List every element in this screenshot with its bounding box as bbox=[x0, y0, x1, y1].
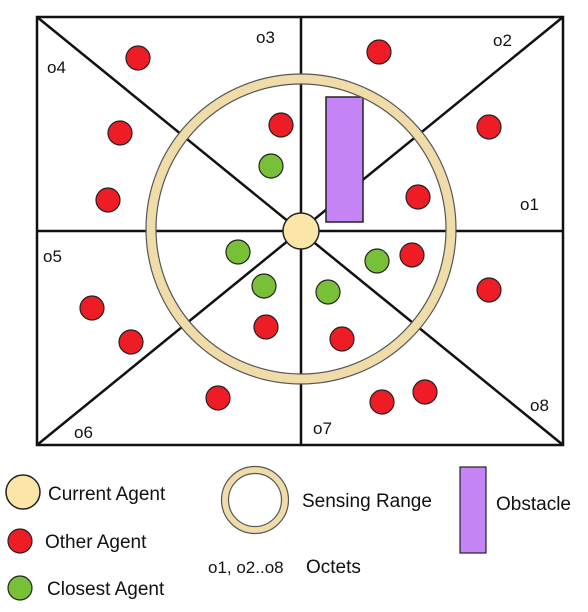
closest-agent bbox=[364, 248, 390, 274]
current-agent bbox=[282, 212, 320, 250]
legend-sensing-range-swatch bbox=[222, 467, 288, 533]
other-agent bbox=[405, 184, 431, 210]
legend-sensing-range-outline-inner bbox=[227, 472, 283, 528]
other-agent bbox=[476, 277, 502, 303]
octet-label-o4: o4 bbox=[47, 58, 66, 77]
other-agent bbox=[107, 120, 133, 146]
other-agent bbox=[329, 326, 355, 352]
other-agent bbox=[118, 329, 144, 355]
legend-current-agent-swatch bbox=[5, 474, 41, 510]
legend-closest-agent-label: Closest Agent bbox=[47, 579, 165, 600]
legend-item-sensing-range: Sensing Range bbox=[220, 465, 432, 535]
legend: Current Agent Other Agent Closest Agent … bbox=[5, 465, 571, 601]
legend-item-obstacle: Obstacle bbox=[459, 466, 571, 554]
sensing-range-ring-outline-inner bbox=[155, 83, 447, 375]
other-agent bbox=[366, 39, 392, 65]
legend-closest-agent-swatch bbox=[7, 575, 33, 601]
octet-labels: o1 o2 o3 o4 o5 o6 o7 o8 bbox=[43, 28, 549, 442]
legend-octets-key: o1, o2..o8 bbox=[208, 558, 284, 577]
legend-item-closest-agent: Closest Agent bbox=[7, 575, 165, 601]
octet-label-o6: o6 bbox=[74, 423, 93, 442]
legend-current-agent-label: Current Agent bbox=[48, 484, 166, 505]
octet-label-o5: o5 bbox=[43, 247, 62, 266]
other-agent bbox=[399, 242, 425, 268]
legend-item-other-agent: Other Agent bbox=[7, 528, 147, 554]
octet-label-o2: o2 bbox=[493, 31, 512, 50]
sensing-range-ring-outline-outer bbox=[145, 73, 457, 385]
other-agent bbox=[268, 112, 294, 138]
legend-other-agent-swatch bbox=[7, 528, 33, 554]
other-agent bbox=[125, 45, 151, 71]
closest-agent bbox=[258, 153, 284, 179]
other-agent bbox=[205, 385, 231, 411]
legend-item-current-agent: Current Agent bbox=[5, 474, 166, 510]
other-agent bbox=[412, 379, 438, 405]
legend-sensing-range-outline-outer bbox=[220, 465, 290, 535]
legend-octets-label: Octets bbox=[306, 557, 361, 578]
octet-label-o8: o8 bbox=[530, 396, 549, 415]
legend-item-octets: o1, o2..o8 Octets bbox=[208, 557, 361, 578]
legend-other-agent-label: Other Agent bbox=[45, 532, 147, 553]
other-agents bbox=[79, 39, 502, 415]
closest-agents bbox=[225, 153, 390, 305]
other-agent bbox=[79, 295, 105, 321]
other-agent bbox=[369, 389, 395, 415]
octet-label-o7: o7 bbox=[313, 419, 332, 438]
octet-label-o3: o3 bbox=[256, 28, 275, 47]
legend-sensing-range-label: Sensing Range bbox=[302, 491, 432, 512]
closest-agent bbox=[251, 273, 277, 299]
closest-agent bbox=[225, 239, 251, 265]
closest-agent bbox=[315, 279, 341, 305]
legend-obstacle-label: Obstacle bbox=[496, 494, 571, 515]
sensing-range-ring bbox=[146, 74, 456, 384]
obstacle bbox=[325, 96, 364, 223]
other-agent bbox=[253, 314, 279, 340]
other-agent bbox=[95, 187, 121, 213]
legend-obstacle-swatch bbox=[459, 466, 487, 554]
other-agent bbox=[476, 114, 502, 140]
octet-label-o1: o1 bbox=[520, 195, 539, 214]
